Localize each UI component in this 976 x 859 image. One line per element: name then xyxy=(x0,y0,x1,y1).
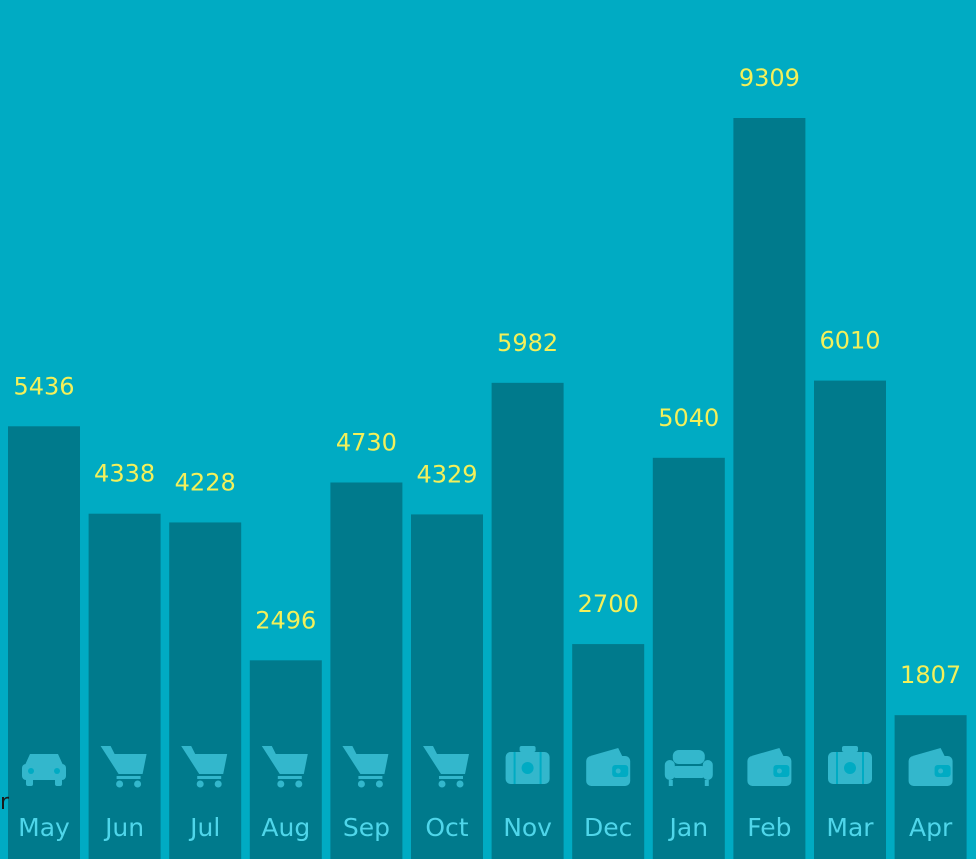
cart-icon xyxy=(100,746,147,788)
bar xyxy=(88,513,161,859)
value-label: 2700 xyxy=(578,590,639,618)
bar xyxy=(169,522,242,859)
cart-icon xyxy=(342,746,389,788)
sofa-icon xyxy=(664,750,713,786)
month-label: Jan xyxy=(668,813,709,842)
cart-icon xyxy=(261,746,308,788)
month-label: Nov xyxy=(503,813,552,842)
bar xyxy=(491,382,564,859)
value-label: 4228 xyxy=(175,468,236,496)
value-label: 5040 xyxy=(658,404,719,432)
bar xyxy=(733,118,806,859)
month-label: Apr xyxy=(909,813,953,842)
suitcase-icon xyxy=(505,746,550,784)
month-label: Feb xyxy=(747,813,791,842)
value-label: 1807 xyxy=(900,661,961,689)
stray-glyph: r xyxy=(0,790,10,815)
wallet-icon xyxy=(747,748,792,786)
car-icon xyxy=(22,754,66,786)
cart-icon xyxy=(181,746,228,788)
suitcase-icon xyxy=(828,746,872,784)
bar xyxy=(652,457,725,859)
cart-icon xyxy=(423,746,469,788)
month-label: Dec xyxy=(584,813,632,842)
bar xyxy=(411,514,483,859)
month-label: Aug xyxy=(261,813,310,842)
wallet-icon xyxy=(586,748,631,786)
month-label: Mar xyxy=(826,813,874,842)
month-label: Sep xyxy=(343,813,390,842)
value-label: 4338 xyxy=(94,460,155,488)
value-label: 5982 xyxy=(497,329,558,357)
month-label: Jun xyxy=(103,813,144,842)
value-label: 2496 xyxy=(255,606,316,634)
month-label: May xyxy=(18,813,70,842)
wallet-icon xyxy=(908,748,953,786)
month-label: Oct xyxy=(425,813,468,842)
month-label: Jul xyxy=(188,813,220,842)
bar xyxy=(330,482,403,859)
value-label: 9309 xyxy=(739,64,800,92)
value-label: 4329 xyxy=(416,460,477,488)
value-label: 4730 xyxy=(336,428,397,456)
bar xyxy=(814,380,886,859)
value-label: 5436 xyxy=(13,372,74,400)
bar xyxy=(894,715,967,859)
bar xyxy=(8,426,80,859)
value-label: 6010 xyxy=(819,327,880,355)
